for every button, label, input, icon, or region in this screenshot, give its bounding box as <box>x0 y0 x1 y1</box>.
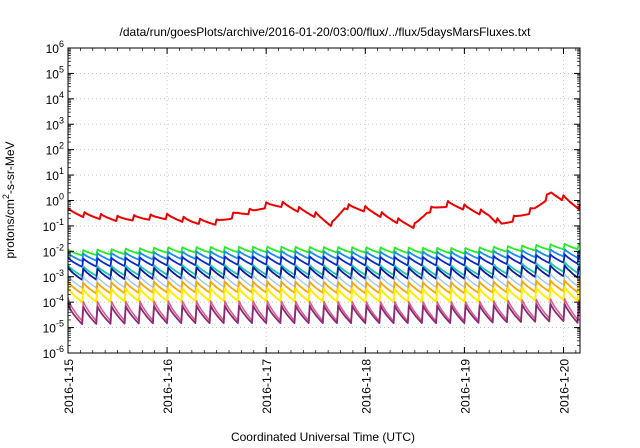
y-tick-label: 105 <box>46 64 64 81</box>
y-tick-label-base: 10 <box>43 296 57 310</box>
y-tick-label: 104 <box>46 90 64 107</box>
y-tick-label-exp: 0 <box>59 192 64 202</box>
y-axis-label-sup: 2 <box>1 194 11 199</box>
y-axis-label: protons/cm2-s-sr-MeV <box>1 141 17 258</box>
y-tick-label-base: 10 <box>46 42 60 56</box>
y-tick-label: 103 <box>46 115 64 132</box>
series-line <box>67 253 581 268</box>
y-tick-label-base: 10 <box>46 195 60 209</box>
y-tick-label-exp: -5 <box>56 319 64 329</box>
y-tick-label-base: 10 <box>46 118 60 132</box>
series-line <box>67 191 581 229</box>
y-tick-label: 102 <box>46 141 64 158</box>
series-line <box>67 242 581 257</box>
y-tick-label-base: 10 <box>46 144 60 158</box>
series-line <box>67 286 581 303</box>
y-tick-label: 106 <box>46 39 64 56</box>
y-tick-label-exp: 1 <box>59 166 64 176</box>
x-axis-label: Coordinated Universal Time (UTC) <box>231 430 415 444</box>
y-tick-label-base: 10 <box>43 322 57 336</box>
y-tick-label-base: 10 <box>46 67 60 81</box>
y-tick-label: 10-2 <box>43 242 64 259</box>
x-tick-label: 2016-1-17 <box>260 359 274 414</box>
y-tick-label-exp: 2 <box>59 141 64 151</box>
series-line <box>67 264 581 281</box>
y-tick-label-exp: -3 <box>56 268 64 278</box>
y-tick-label: 100 <box>46 192 64 209</box>
y-tick-label-exp: 4 <box>59 90 64 100</box>
y-tick-label-base: 10 <box>46 169 60 183</box>
y-tick-label-exp: 6 <box>59 39 64 49</box>
series-lines <box>67 191 581 325</box>
x-tick-label: 2016-1-19 <box>458 359 472 414</box>
y-tick-label-base: 10 <box>43 347 57 361</box>
y-tick-label-exp: 3 <box>59 115 64 125</box>
y-tick-label-base: 10 <box>43 220 57 234</box>
y-tick-label: 10-3 <box>43 268 64 285</box>
y-tick-label: 10-1 <box>43 217 64 234</box>
chart-title: /data/run/goesPlots/archive/2016-01-20/0… <box>120 25 532 39</box>
x-tick-label: 2016-1-16 <box>161 359 175 414</box>
x-tick-label: 2016-1-15 <box>62 359 76 414</box>
x-tick-label: 2016-1-18 <box>359 359 373 414</box>
series-line <box>67 303 581 325</box>
x-tick-label: 2016-1-20 <box>557 359 571 414</box>
y-tick-label-base: 10 <box>46 93 60 107</box>
y-tick-label-exp: -6 <box>56 344 64 354</box>
y-tick-label-exp: -2 <box>56 242 64 252</box>
y-tick-label-base: 10 <box>43 271 57 285</box>
y-tick-label-exp: -1 <box>56 217 64 227</box>
y-tick-label: 101 <box>46 166 64 183</box>
y-tick-label: 10-6 <box>43 344 64 361</box>
y-axis-label-rest: -s-sr-MeV <box>3 141 17 194</box>
y-tick-label-exp: 5 <box>59 64 64 74</box>
y-axis-ticks: 10-610-510-410-310-210-11001011021031041… <box>43 39 580 361</box>
y-tick-label: 10-4 <box>43 293 64 310</box>
y-tick-label: 10-5 <box>43 319 64 336</box>
y-tick-label-base: 10 <box>43 245 57 259</box>
x-axis-ticks: 2016-1-15 2016-1-16 2016-1-17 2016-1-18 2016… <box>62 48 577 414</box>
y-tick-label-exp: -4 <box>56 293 64 303</box>
y-axis-label-base: protons/cm <box>3 199 17 258</box>
